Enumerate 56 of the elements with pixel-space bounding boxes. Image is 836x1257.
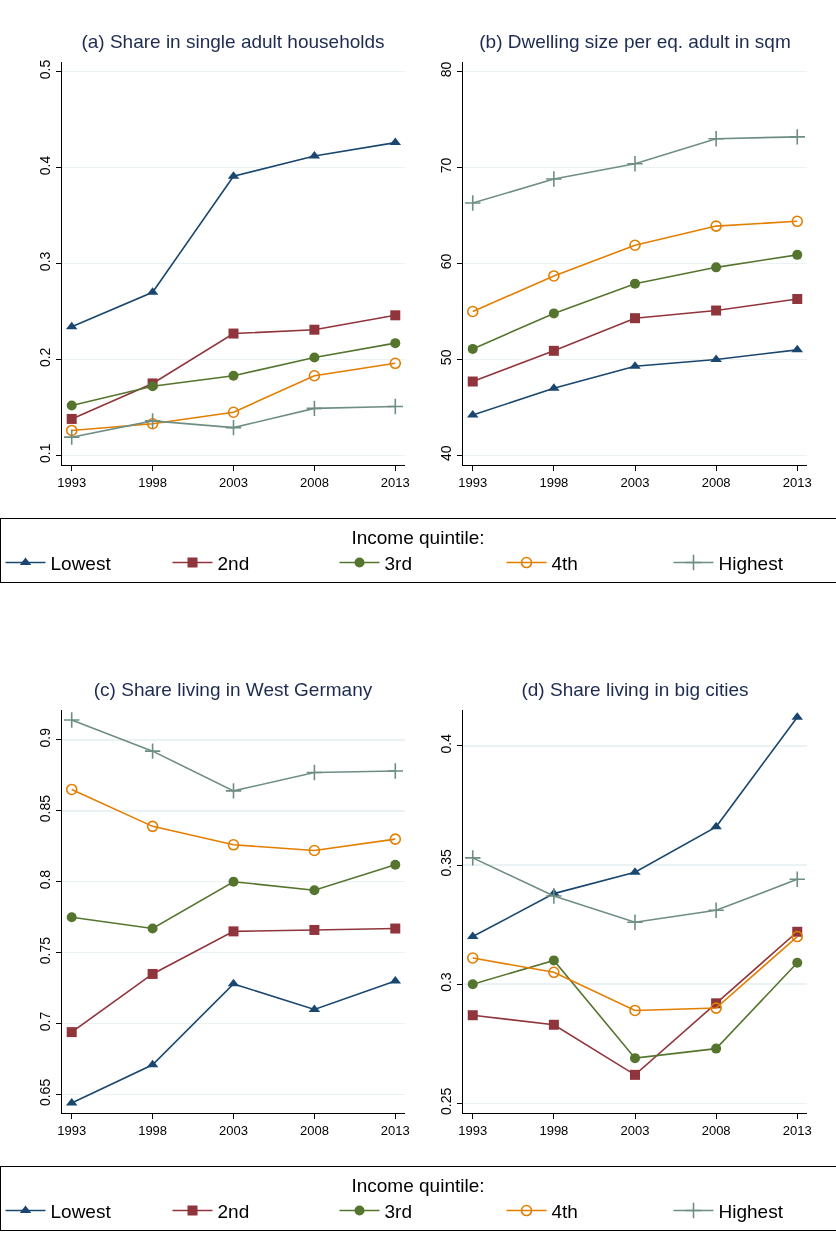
legend-title: Income quintile: — [351, 526, 485, 548]
x-tick-label: 1993 — [57, 1122, 87, 1138]
y-tick-label: 80 — [438, 61, 455, 78]
y-tick-label: 0.25 — [438, 1087, 455, 1115]
x-tick-label: 2008 — [701, 1122, 731, 1138]
x-tick-label: 2003 — [219, 1122, 248, 1138]
x-tick-label: 2008 — [299, 1122, 329, 1138]
y-tick-label: 0.85 — [37, 794, 54, 823]
y-tick-label: 0.8 — [37, 869, 54, 890]
y-tick-label: 0.2 — [37, 347, 54, 368]
x-tick-label: 1993 — [458, 1122, 488, 1138]
y-tick-label: 0.3 — [37, 251, 54, 272]
chart-title: (c) Share living in West Germany — [93, 679, 373, 700]
y-tick-label: 0.3 — [438, 972, 455, 992]
y-tick-label: 0.65 — [37, 1078, 54, 1107]
chart-title: (d) Share living in big cities — [521, 679, 749, 700]
y-tick-label: 0.75 — [37, 936, 54, 965]
x-tick-label: 1998 — [138, 1122, 168, 1138]
x-tick-label: 1993 — [458, 474, 488, 490]
x-tick-label: 2013 — [782, 1122, 812, 1138]
legend-label: Lowest — [50, 1200, 112, 1222]
legend-label: 4th — [551, 552, 578, 574]
x-tick-label: 2003 — [620, 1122, 650, 1138]
legend-label: 2nd — [217, 552, 250, 574]
legend-label: Lowest — [50, 552, 112, 574]
y-tick-label: 0.1 — [37, 443, 54, 464]
y-tick-label: 40 — [438, 445, 455, 462]
y-tick-label: 70 — [438, 157, 455, 174]
y-tick-label: 0.4 — [438, 733, 455, 754]
x-tick-label: 2013 — [380, 1122, 410, 1138]
chart-title: (a) Share in single adult households — [81, 31, 385, 52]
x-tick-label: 2003 — [620, 474, 650, 490]
x-tick-label: 1998 — [539, 1122, 569, 1138]
y-tick-label: 0.4 — [37, 155, 54, 176]
x-tick-label: 2013 — [782, 474, 812, 490]
y-tick-label: 0.7 — [37, 1011, 54, 1032]
legend-label: Highest — [718, 552, 784, 574]
legend-label: Highest — [718, 1200, 784, 1222]
y-tick-label: 0.9 — [37, 727, 54, 748]
legend-label: 4th — [551, 1200, 578, 1222]
x-tick-label: 2008 — [701, 474, 731, 490]
legend-label: 2nd — [217, 1200, 250, 1222]
y-tick-label: 50 — [438, 349, 455, 366]
y-tick-label: 0.5 — [37, 59, 54, 80]
x-tick-label: 2008 — [299, 474, 329, 490]
x-tick-label: 1993 — [57, 474, 87, 490]
y-tick-label: 60 — [438, 253, 455, 270]
legend-label: 3rd — [384, 552, 412, 574]
x-tick-label: 2003 — [219, 474, 248, 490]
x-tick-label: 2013 — [380, 474, 410, 490]
chart-title: (b) Dwelling size per eq. adult in sqm — [479, 31, 791, 52]
y-tick-label: 0.35 — [438, 849, 455, 877]
legend-title: Income quintile: — [351, 1174, 485, 1196]
legend-label: 3rd — [384, 1200, 412, 1222]
x-tick-label: 1998 — [539, 474, 569, 490]
x-tick-label: 1998 — [138, 474, 168, 490]
